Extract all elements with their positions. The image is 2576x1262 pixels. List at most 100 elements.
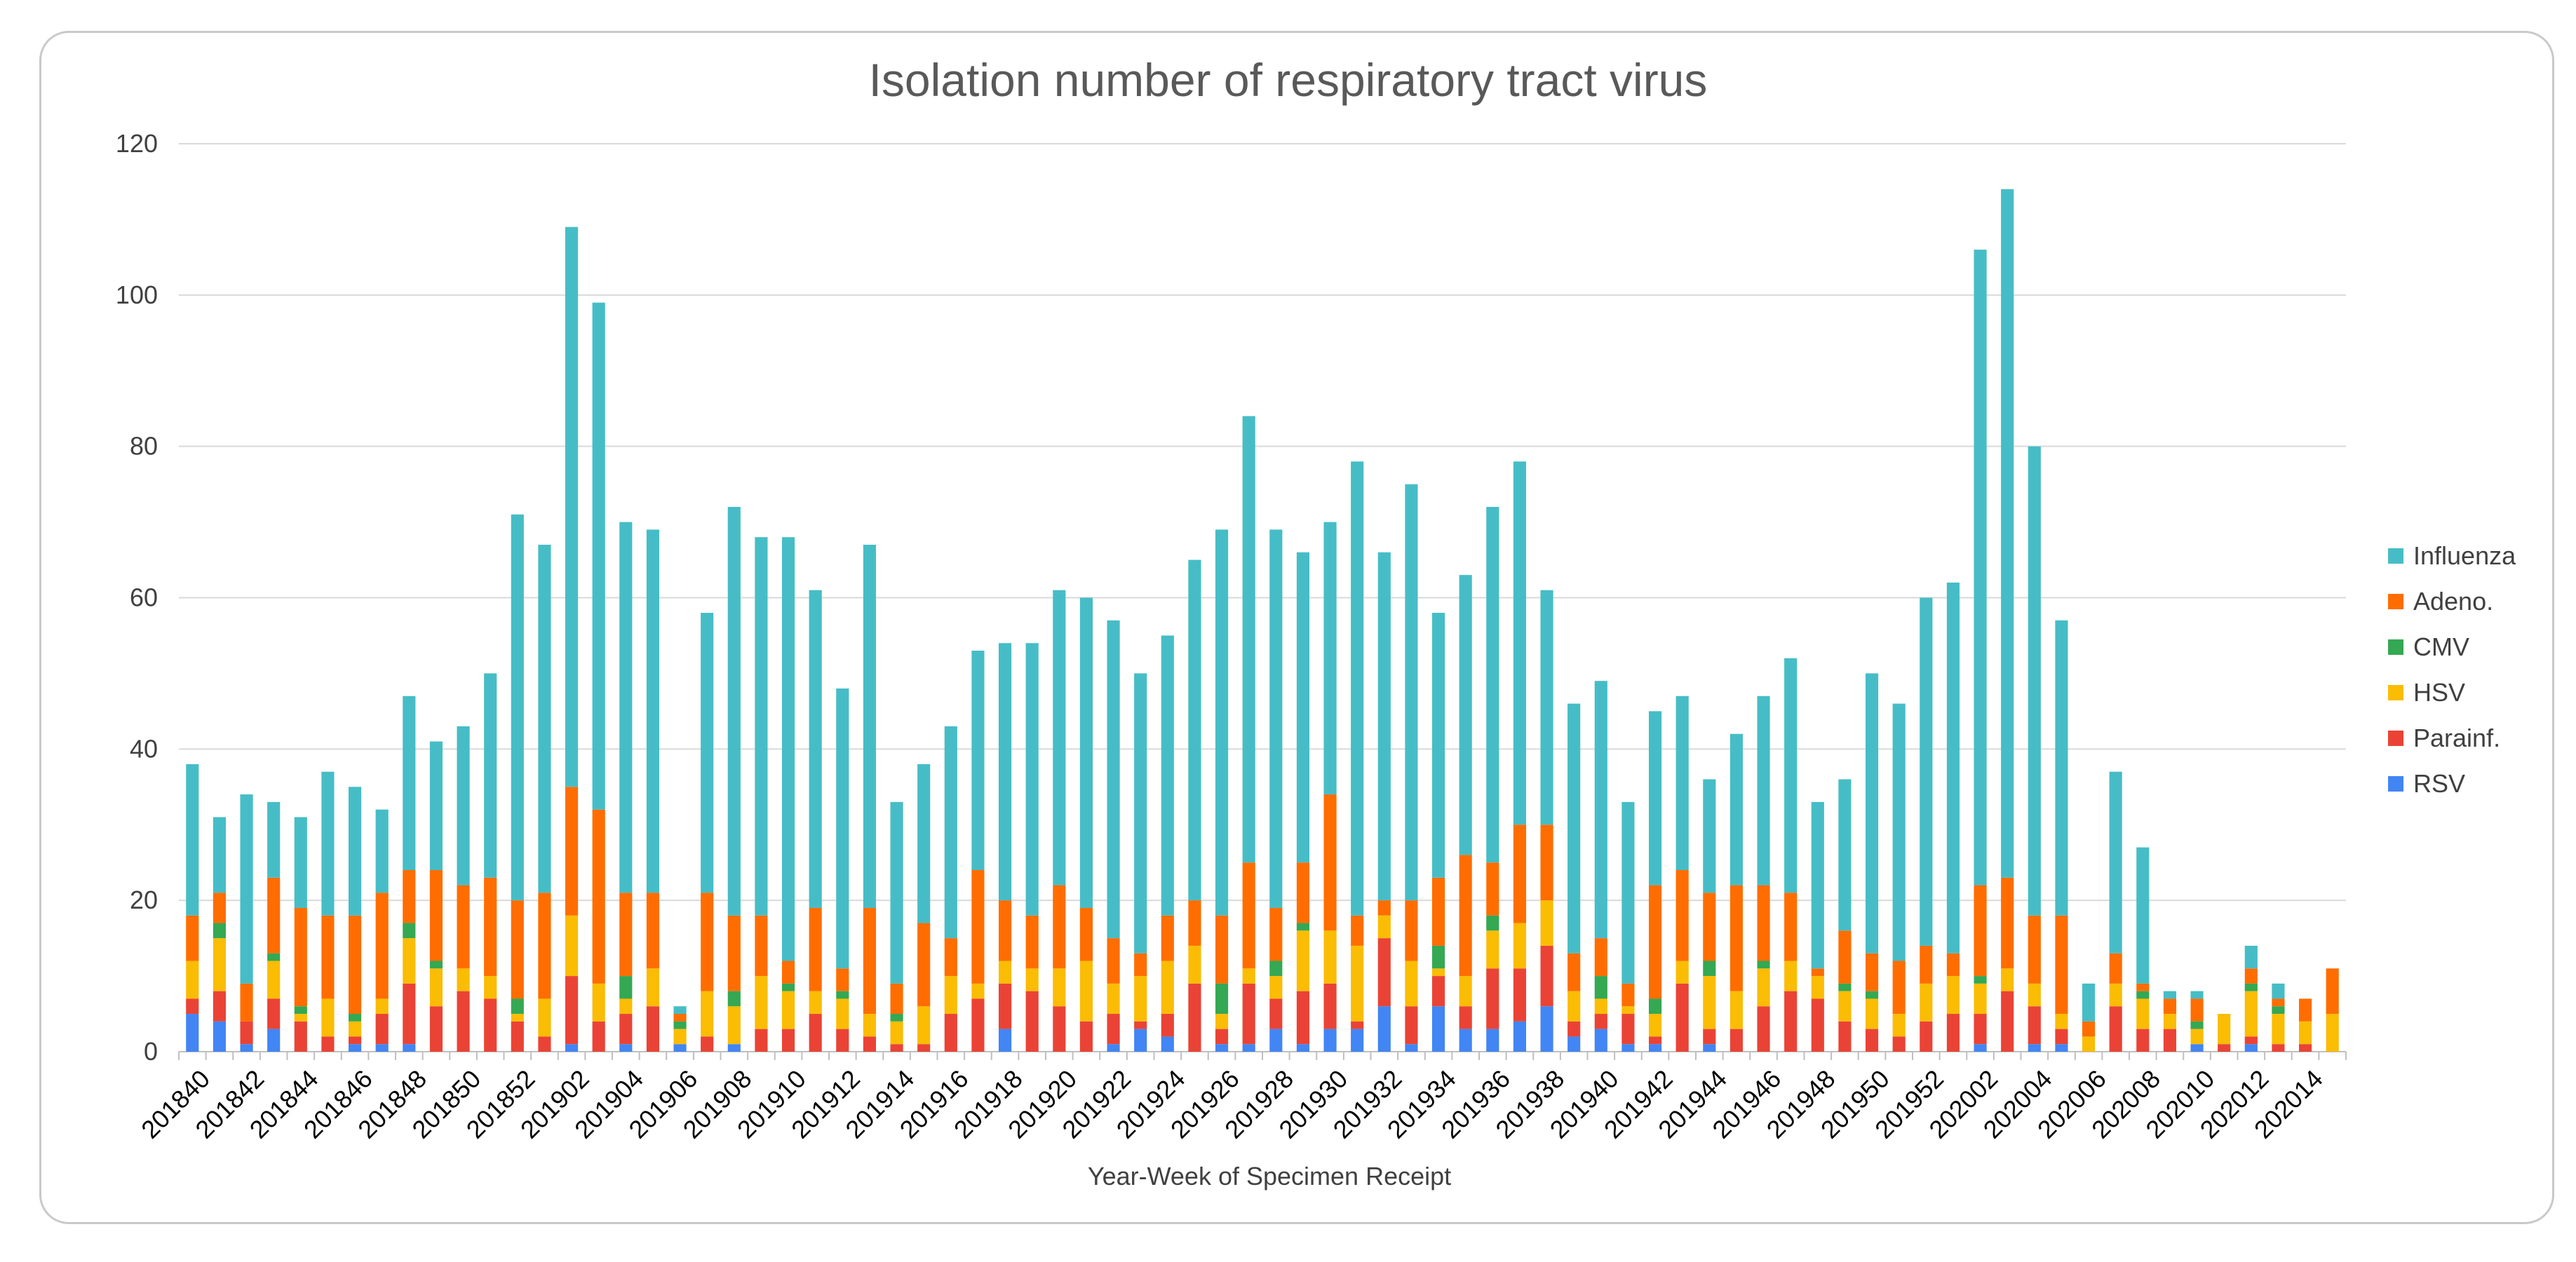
bar-segment-cmv — [1838, 983, 1852, 991]
bar-segment-rsv — [348, 1044, 362, 1052]
bar-segment-influenza — [1757, 696, 1770, 886]
bar-segment-influenza — [375, 809, 389, 893]
bar-segment-influenza — [1215, 529, 1229, 916]
bar-segment-adeno — [403, 870, 416, 923]
bar-segment-hsv — [1838, 991, 1852, 1022]
bar-segment-hsv — [836, 998, 849, 1029]
bar-segment-influenza — [1188, 559, 1201, 901]
bar-segment-influenza — [213, 817, 227, 893]
bar-segment-rsv — [1486, 1029, 1499, 1052]
bar-segment-influenza — [646, 529, 660, 893]
bar-segment-adeno — [2136, 983, 2150, 991]
bar-segment-hsv — [1079, 961, 1093, 1022]
bar-segment-adeno — [1053, 885, 1066, 969]
bar-segment-adeno — [1025, 915, 1039, 969]
legend-item-hsv: HSV — [2388, 670, 2563, 715]
bar-segment-parainf — [1757, 1006, 1770, 1052]
bar-segment-hsv — [1703, 976, 1716, 1029]
bar-segment-hsv — [1269, 976, 1283, 999]
bar-segment-adeno — [619, 893, 633, 977]
bar-segment-cmv — [213, 923, 227, 939]
bar-segment-hsv — [619, 998, 633, 1015]
bar-segment-hsv — [2055, 1014, 2068, 1029]
bar-segment-adeno — [1621, 983, 1635, 1007]
bar-segment-hsv — [1540, 900, 1553, 946]
bar-segment-parainf — [213, 991, 227, 1022]
bar-segment-rsv — [1323, 1029, 1337, 1052]
bar-segment-rsv — [565, 1044, 579, 1052]
bar-segment-influenza — [2244, 945, 2258, 969]
bar-segment-parainf — [240, 1021, 253, 1045]
bar-segment-parainf — [484, 998, 497, 1052]
bar-segment-rsv — [1405, 1044, 1418, 1052]
bar-segment-influenza — [836, 688, 849, 969]
bar-segment-hsv — [2136, 998, 2150, 1029]
bar-segment-rsv — [1134, 1029, 1147, 1052]
legend-swatch — [2388, 593, 2403, 609]
bar-segment-rsv — [2028, 1044, 2041, 1052]
bar-segment-adeno — [890, 983, 903, 1015]
bar-segment-hsv — [186, 961, 199, 999]
bar-segment-adeno — [1323, 794, 1337, 931]
bar-segment-influenza — [809, 590, 822, 908]
bar-segment-parainf — [1703, 1029, 1716, 1045]
bar-segment-parainf — [1974, 1014, 1987, 1045]
bar-segment-influenza — [1974, 250, 1987, 886]
bar-segment-influenza — [294, 817, 307, 908]
legend-label: HSV — [2413, 677, 2466, 707]
bar-segment-hsv — [457, 968, 470, 991]
bar-segment-parainf — [1161, 1014, 1174, 1037]
bar-segment-adeno — [1784, 893, 1798, 961]
bar-segment-rsv — [375, 1044, 389, 1052]
bar-segment-cmv — [1269, 961, 1283, 977]
bar-segment-parainf — [1269, 998, 1283, 1029]
bar-segment-hsv — [1459, 976, 1472, 1007]
bar-segment-adeno — [1459, 855, 1472, 977]
bar-segment-parainf — [592, 1021, 605, 1052]
bar-segment-influenza — [1892, 703, 1906, 961]
bar-segment-parainf — [1134, 1021, 1147, 1029]
bar-segment-cmv — [2136, 991, 2150, 999]
bar-segment-influenza — [727, 507, 741, 916]
bar-segment-parainf — [1486, 968, 1499, 1029]
bar-segment-parainf — [1811, 998, 1824, 1052]
bar-segment-rsv — [2055, 1044, 2068, 1052]
bar-segment-parainf — [998, 983, 1012, 1029]
bar-segment-influenza — [267, 801, 281, 878]
bar-segment-cmv — [2244, 983, 2258, 991]
bar-segment-hsv — [1729, 991, 1744, 1029]
bar-segment-cmv — [1865, 991, 1879, 999]
bar-segment-adeno — [1134, 953, 1147, 977]
bar-segment-parainf — [2244, 1036, 2258, 1045]
bar-segment-rsv — [1215, 1044, 1229, 1052]
bar-segment-parainf — [1784, 991, 1798, 1052]
bar-segment-cmv — [1296, 923, 1310, 931]
bar-segment-adeno — [2272, 998, 2285, 1007]
bar-segment-parainf — [348, 1036, 362, 1045]
bar-segment-hsv — [1215, 1014, 1229, 1029]
y-tick-label: 60 — [130, 583, 158, 612]
bar-segment-adeno — [1946, 953, 1960, 977]
bar-segment-parainf — [1567, 1021, 1581, 1037]
bar-segment-adeno — [538, 893, 551, 999]
bar-segment-adeno — [2326, 968, 2339, 1015]
bar-segment-adeno — [836, 968, 849, 991]
bar-segment-influenza — [1459, 575, 1472, 855]
bar-segment-hsv — [1513, 923, 1527, 969]
bar-segment-hsv — [2190, 1029, 2204, 1045]
bar-segment-cmv — [348, 1014, 362, 1022]
bar-segment-parainf — [1079, 1021, 1093, 1052]
bar-segment-influenza — [1838, 779, 1852, 931]
bar-segment-parainf — [538, 1036, 551, 1052]
bar-segment-hsv — [1161, 961, 1174, 1015]
bar-segment-hsv — [809, 991, 822, 1015]
bar-segment-influenza — [403, 696, 416, 870]
bar-segment-hsv — [890, 1021, 903, 1045]
bar-segment-influenza — [538, 544, 551, 893]
bar-segment-rsv — [1974, 1044, 1987, 1052]
bar-segment-hsv — [213, 938, 227, 991]
bar-segment-hsv — [1351, 945, 1364, 1022]
bar-segment-influenza — [1053, 590, 1066, 886]
bar-segment-hsv — [2082, 1036, 2096, 1052]
